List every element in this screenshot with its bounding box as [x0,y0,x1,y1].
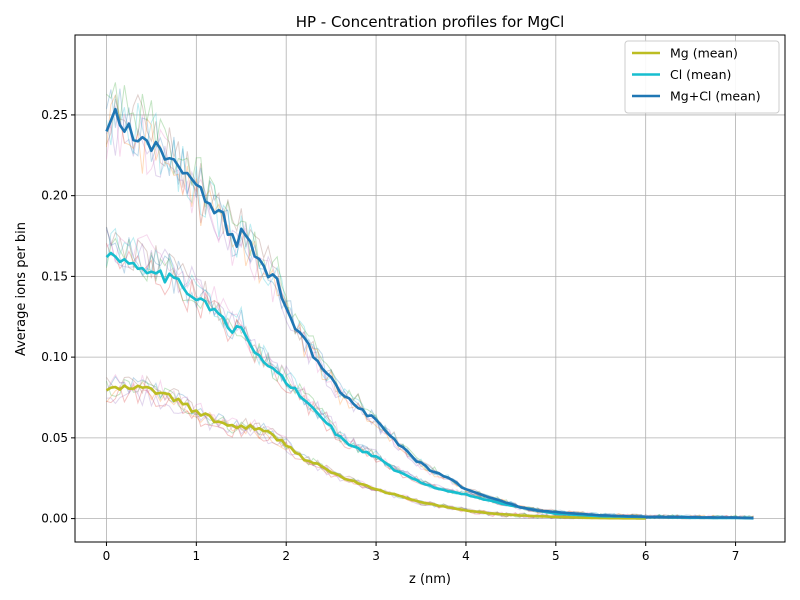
legend-label: Cl (mean) [670,67,731,82]
series-line [105,107,754,520]
series-line [105,384,646,520]
x-tick-label: 4 [462,549,470,563]
legend-label: Mg+Cl (mean) [670,89,761,104]
y-tick-label: 0.00 [41,512,68,526]
legend-box [624,40,780,114]
x-tick-label: 2 [282,549,290,563]
replicate-trace [106,93,754,520]
series-lines [105,107,754,520]
y-tick-label: 0.10 [41,350,68,364]
y-tick-label: 0.15 [41,269,68,283]
x-tick-label: 3 [372,549,380,563]
x-tick-label: 5 [552,549,560,563]
x-tick-label: 6 [642,549,650,563]
plot-frame [74,34,786,543]
x-tick-label: 7 [732,549,740,563]
grid-lines [75,35,785,542]
x-tick-label: 0 [103,549,111,563]
x-axis-ticks: 0 1 2 3 4 5 6 7 [103,542,740,563]
legend-label: Mg (mean) [670,46,738,61]
legend: Mg (mean) Cl (mean) Mg+Cl (mean) [624,40,780,114]
y-axis-label: Average ions per bin [14,222,29,356]
x-tick-label: 1 [193,549,201,563]
y-axis-ticks: 0.00 0.05 0.10 0.15 0.20 0.25 [41,108,75,526]
y-tick-label: 0.05 [41,431,68,445]
chart-title: HP - Concentration profiles for MgCl [296,13,565,31]
y-tick-label: 0.20 [41,189,68,203]
y-tick-label: 0.25 [41,108,68,122]
x-axis-label: z (nm) [409,572,451,587]
